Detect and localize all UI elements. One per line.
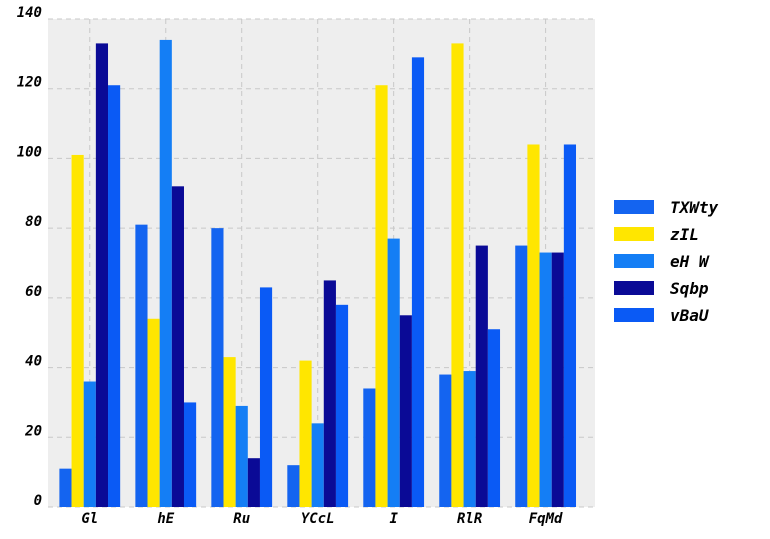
y-tick-label: 60 xyxy=(25,284,42,300)
bar xyxy=(299,360,312,507)
bar xyxy=(363,388,376,507)
legend-swatch xyxy=(614,227,654,241)
bar xyxy=(147,318,160,507)
bar xyxy=(95,43,109,508)
legend-label: eH W xyxy=(670,252,710,271)
bar xyxy=(487,329,501,507)
y-tick-label: 20 xyxy=(24,423,42,439)
bar xyxy=(515,245,528,508)
legend-swatch xyxy=(614,254,654,268)
bar xyxy=(183,402,197,507)
bar xyxy=(83,381,96,507)
x-tick-label: Ru xyxy=(233,511,250,527)
bar xyxy=(223,357,236,507)
bar xyxy=(159,39,172,508)
legend-label: TXWty xyxy=(670,198,719,217)
y-tick-label: 140 xyxy=(17,5,42,21)
bar xyxy=(439,374,452,507)
bar xyxy=(387,238,400,507)
legend-label: vBaU xyxy=(670,306,709,325)
x-tick-label: hE xyxy=(157,511,174,527)
bar xyxy=(563,144,577,507)
bar xyxy=(311,423,324,507)
x-tick-label: RlR xyxy=(457,511,482,527)
bar xyxy=(247,458,260,507)
bar xyxy=(451,43,464,508)
bar xyxy=(71,154,84,507)
bar xyxy=(323,280,336,507)
legend-swatch xyxy=(614,308,654,322)
x-tick-label: FqMd xyxy=(529,511,563,527)
bar xyxy=(171,186,184,508)
y-tick-label: 120 xyxy=(17,75,42,91)
y-tick-label: 40 xyxy=(25,354,42,370)
legend-label: Sqbp xyxy=(670,279,709,298)
bar xyxy=(235,405,248,507)
bar xyxy=(335,304,349,507)
x-tick-label: I xyxy=(389,511,398,527)
bar xyxy=(463,371,476,507)
bars xyxy=(59,39,577,508)
y-axis-ticks: 0 20 40 60 80 100 120 140 xyxy=(17,5,42,509)
y-tick-label: 80 xyxy=(25,214,42,230)
legend-swatch xyxy=(614,281,654,295)
legend: TXWty zIL eH W Sqbp vBaU xyxy=(614,198,719,325)
x-tick-label: YCcL xyxy=(301,511,335,527)
bar xyxy=(399,315,412,507)
bar xyxy=(259,287,273,507)
bar xyxy=(475,245,488,508)
bar xyxy=(211,228,224,507)
bar xyxy=(527,144,540,507)
x-axis-ticks: Gl hE Ru YCcL I RlR FqMd xyxy=(81,511,563,527)
bar xyxy=(539,252,552,507)
bar xyxy=(375,85,388,507)
y-tick-label: 0 xyxy=(34,493,42,509)
bar xyxy=(135,224,148,507)
x-tick-label: Gl xyxy=(81,511,98,527)
bar xyxy=(411,57,425,507)
bar xyxy=(551,252,564,507)
bar xyxy=(108,85,121,507)
legend-swatch xyxy=(614,200,654,214)
y-tick-label: 100 xyxy=(17,144,42,160)
bar xyxy=(287,465,300,507)
bar xyxy=(59,468,72,507)
legend-label: zIL xyxy=(670,225,699,244)
